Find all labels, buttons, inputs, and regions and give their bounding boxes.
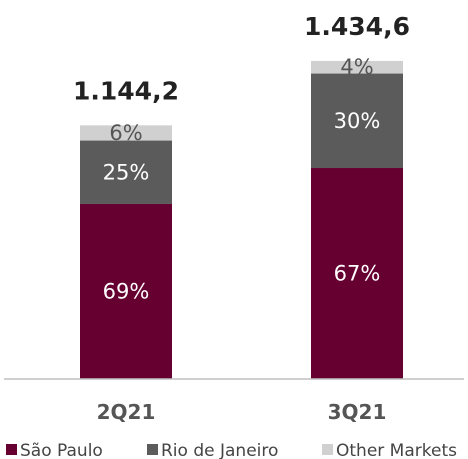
category-label-2q21: 2Q21	[97, 400, 156, 424]
legend-swatch-0	[6, 444, 17, 455]
legend-item-2: Other Markets	[322, 441, 457, 459]
bar-segment-2q21-0	[80, 203, 172, 379]
segment-label-3q21-0: 67%	[334, 262, 381, 286]
segment-label-2q21-2: 6%	[109, 121, 142, 145]
bar-segment-3q21-0	[311, 168, 403, 379]
totals-group: 1.144,2 1.434,6	[73, 12, 410, 105]
segment-label-2q21-1: 25%	[103, 160, 150, 184]
legend-swatch-2	[322, 444, 333, 455]
segment-label-3q21-1: 30%	[334, 109, 381, 133]
legend-label-1: Rio de Janeiro	[161, 441, 278, 459]
bar-segment-3q21-1	[311, 73, 403, 169]
legend-label-2: Other Markets	[336, 441, 457, 459]
legend-item-1: Rio de Janeiro	[147, 441, 278, 459]
legend-item-0: São Paulo	[6, 441, 103, 459]
bars-group: 69% 25% 6% 67% 30% 4%	[80, 55, 403, 379]
category-labels-group: 2Q21 3Q21	[97, 400, 387, 424]
total-label-2q21: 1.144,2	[73, 76, 179, 105]
segment-label-2q21-0: 69%	[103, 279, 150, 303]
total-label-3q21: 1.434,6	[304, 12, 410, 41]
bar-segment-2q21-2	[80, 125, 172, 141]
legend-swatch-1	[147, 444, 158, 455]
bar-segment-2q21-1	[80, 140, 172, 204]
segment-label-3q21-2: 4%	[340, 55, 373, 79]
legend-label-0: São Paulo	[20, 441, 103, 459]
bar-segment-3q21-2	[311, 60, 403, 74]
category-label-3q21: 3Q21	[328, 400, 387, 424]
legend: São Paulo Rio de Janeiro Other Markets	[6, 441, 457, 459]
